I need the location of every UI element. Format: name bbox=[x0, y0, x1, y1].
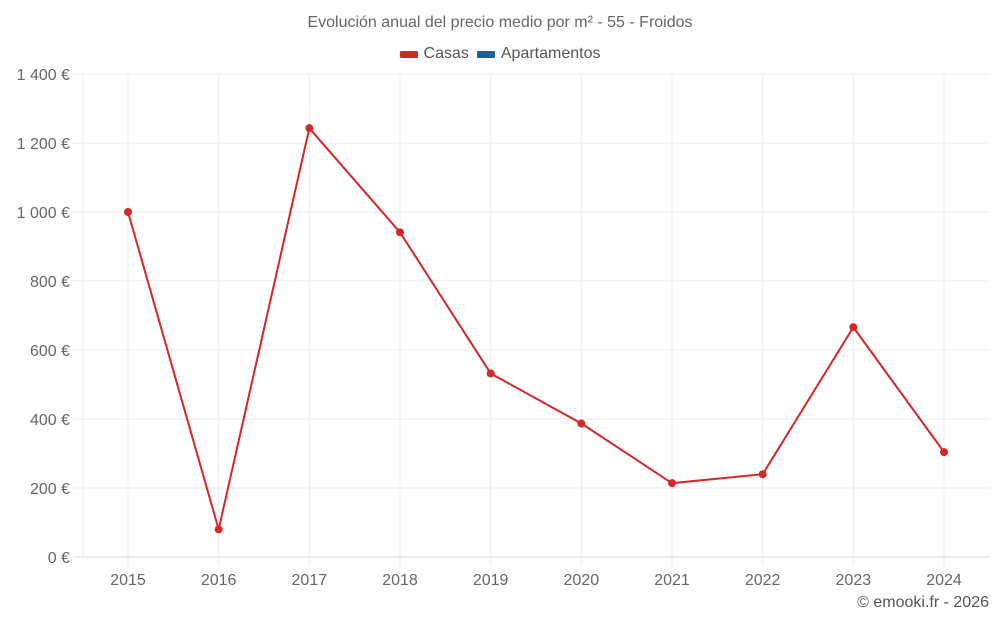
legend-label-apartamentos: Apartamentos bbox=[500, 45, 601, 62]
data-point bbox=[577, 419, 586, 428]
y-tick-label: 1 400 € bbox=[17, 67, 70, 84]
legend-item-casas[interactable]: Casas bbox=[399, 45, 469, 63]
x-tick-label: 2016 bbox=[201, 572, 237, 589]
data-point bbox=[396, 228, 404, 237]
y-tick-label: 400 € bbox=[30, 412, 70, 429]
x-tick-label: 2015 bbox=[110, 572, 146, 589]
legend-item-apartamentos[interactable]: Apartamentos bbox=[476, 45, 601, 63]
data-point bbox=[214, 525, 223, 534]
legend-label-casas: Casas bbox=[423, 45, 469, 62]
legend-swatch-apartamentos bbox=[476, 50, 495, 58]
data-point bbox=[940, 448, 948, 457]
data-point bbox=[668, 479, 676, 488]
data-point bbox=[305, 124, 314, 133]
y-tick-label: 800 € bbox=[30, 274, 70, 291]
y-tick-label: 200 € bbox=[30, 481, 70, 498]
x-tick-label: 2022 bbox=[745, 572, 781, 589]
x-tick-label: 2020 bbox=[564, 572, 600, 589]
y-tick-label: 600 € bbox=[30, 343, 70, 360]
data-point bbox=[758, 470, 767, 479]
data-point bbox=[849, 323, 858, 332]
x-tick-label: 2017 bbox=[292, 572, 328, 589]
x-tick-label: 2019 bbox=[473, 572, 509, 589]
data-point bbox=[486, 369, 495, 378]
legend: Casas Apartamentos bbox=[0, 45, 1000, 63]
x-tick-label: 2018 bbox=[382, 572, 418, 589]
x-tick-label: 2023 bbox=[836, 572, 872, 589]
data-point bbox=[124, 208, 132, 216]
x-tick-label: 2021 bbox=[654, 572, 690, 589]
legend-swatch-casas bbox=[399, 50, 418, 58]
copyright-footer: © emooki.fr - 2026 bbox=[857, 594, 989, 611]
series-line-casas bbox=[127, 126, 945, 530]
y-tick-label: 1 000 € bbox=[17, 205, 70, 222]
chart-title: Evolución anual del precio medio por m² … bbox=[307, 14, 693, 31]
y-tick-label: 1 200 € bbox=[17, 136, 70, 153]
y-tick-label: 0 € bbox=[48, 550, 70, 567]
x-tick-label: 2024 bbox=[926, 572, 962, 589]
